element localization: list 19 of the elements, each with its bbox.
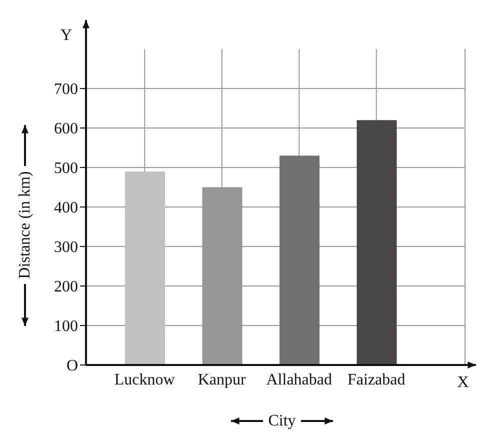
x-tick-label: Lucknow [114,371,176,388]
x-tick-label: Kanpur [198,371,247,388]
x-tick-label: Faizabad [348,371,406,388]
y-tick-label: 600 [54,120,78,138]
text: Y [60,27,72,44]
y-axis-title: Distance (in km) [16,171,34,279]
y-tick-label: 500 [54,160,78,178]
x-tick-label: Allahabad [266,371,332,388]
bar [280,156,320,365]
bar [356,120,397,365]
x-axis-title: City [268,412,296,430]
y-tick-label: 200 [54,278,78,296]
text: X [457,374,470,391]
bar [125,171,165,365]
y-tick-label: 300 [54,239,78,256]
y-tick-label: 100 [54,318,78,336]
y-tick-label: O [66,358,78,375]
y-tick-label: 400 [54,200,78,217]
y-tick-label: 700 [54,81,78,98]
